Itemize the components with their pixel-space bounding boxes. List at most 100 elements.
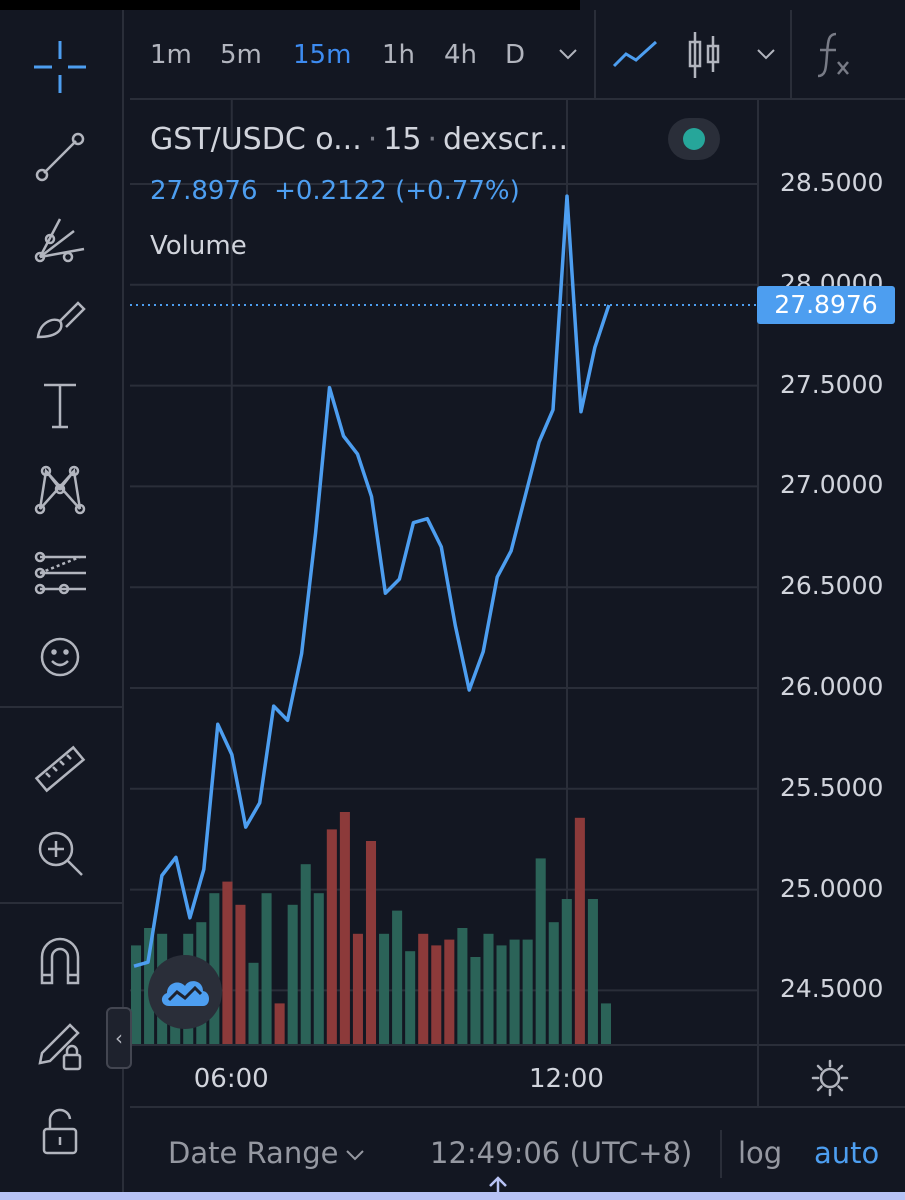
price-tick-label: 26.0000 xyxy=(780,672,884,701)
clock-display[interactable]: 12:49:06 (UTC+8) xyxy=(430,1136,693,1170)
price-tick-label: 24.5000 xyxy=(780,974,884,1004)
forecast-tool[interactable] xyxy=(20,538,100,608)
chevron-down-icon[interactable] xyxy=(344,1148,366,1162)
volume-bar xyxy=(131,945,142,1044)
top-toolbar: 1m 5m 15m 1h 4h D xyxy=(130,10,905,98)
pitchfork-icon xyxy=(34,218,85,263)
fib-tool[interactable] xyxy=(20,204,100,274)
bottom-bar: Date Range 12:49:06 (UTC+8) log auto xyxy=(130,1106,905,1200)
timeframe-D[interactable]: D xyxy=(505,40,526,70)
volume-bar xyxy=(431,945,442,1044)
volume-bar xyxy=(600,1003,611,1044)
timeframe-4h[interactable]: 4h xyxy=(444,40,478,70)
volume-bar xyxy=(235,904,246,1044)
volume-bar xyxy=(574,817,585,1044)
price-change: +0.2122 xyxy=(274,176,387,206)
symbol-legend[interactable]: GST/USDC o... · 15 · dexscr... xyxy=(150,122,568,157)
symbol-name: GST/USDC o... xyxy=(150,122,362,157)
volume-bar xyxy=(405,951,416,1044)
volume-bar xyxy=(300,864,311,1044)
volume-bar xyxy=(392,910,403,1044)
volume-legend[interactable]: Volume xyxy=(150,231,247,261)
candlestick-icon[interactable] xyxy=(686,30,722,80)
last-price: 27.8976 xyxy=(150,176,258,206)
bottom-separator xyxy=(720,1130,722,1178)
trend-line-tool[interactable] xyxy=(20,122,100,192)
emoji-tool[interactable] xyxy=(20,622,100,692)
timeframe-15m[interactable]: 15m xyxy=(293,40,352,70)
price-change-pct: (+0.77%) xyxy=(395,176,520,206)
price-tick-label: 28.5000 xyxy=(780,168,884,197)
volume-bar xyxy=(274,1003,285,1044)
volume-bar xyxy=(313,893,324,1044)
bottom-bar-border xyxy=(130,1106,905,1108)
topbar-separator xyxy=(790,10,792,98)
volume-bar xyxy=(222,881,233,1044)
forecast-icon xyxy=(34,551,86,595)
crosshair-tool[interactable] xyxy=(20,32,100,102)
chevron-down-icon[interactable] xyxy=(754,46,778,62)
topbar-separator xyxy=(594,10,596,98)
toolbar-separator xyxy=(0,706,122,708)
volume-bar xyxy=(522,939,533,1044)
date-range-button[interactable]: Date Range xyxy=(168,1136,339,1170)
unlock-tool[interactable] xyxy=(20,1096,100,1166)
zoom-in-icon xyxy=(38,831,83,876)
price-series-line xyxy=(133,194,611,968)
zoom-tool[interactable] xyxy=(20,818,100,888)
pattern-tool[interactable] xyxy=(20,454,100,524)
measure-tool[interactable] xyxy=(20,734,100,804)
volume-bar xyxy=(339,812,350,1044)
indicators-fx-icon[interactable] xyxy=(814,30,854,80)
price-tick-label: 25.0000 xyxy=(780,873,884,903)
brush-tool[interactable] xyxy=(20,286,100,356)
price-line xyxy=(130,194,757,968)
collapse-toolbar-button[interactable]: ‹ xyxy=(106,1007,132,1069)
volume-bar xyxy=(261,893,272,1044)
magnet-tool[interactable] xyxy=(20,926,100,996)
tradingview-logo[interactable] xyxy=(148,955,222,1029)
settings-gear-icon[interactable] xyxy=(810,1058,850,1098)
chevron-down-icon[interactable] xyxy=(556,46,580,62)
cloud-logo-icon xyxy=(161,981,209,1006)
log-scale-toggle[interactable]: log xyxy=(738,1136,783,1170)
volume-bar xyxy=(287,904,298,1044)
volume-bar xyxy=(248,962,259,1044)
time-axis-border xyxy=(130,1044,905,1046)
volume-bar xyxy=(548,922,559,1044)
volume-bar xyxy=(470,957,481,1044)
bottom-accent-bar xyxy=(0,1192,905,1200)
toolbar-separator xyxy=(0,902,122,904)
volume-bar xyxy=(444,939,455,1044)
volume-bar xyxy=(352,933,363,1044)
volume-bar xyxy=(457,928,468,1044)
auto-scale-toggle[interactable]: auto xyxy=(814,1136,880,1170)
text-tool[interactable] xyxy=(20,370,100,440)
price-axis-border xyxy=(757,98,759,1108)
magnet-icon xyxy=(40,937,80,985)
top-strip xyxy=(0,0,580,10)
volume-bar xyxy=(587,899,598,1044)
volume-bar xyxy=(326,829,337,1044)
drawing-toolbar xyxy=(0,10,122,1200)
pattern-icon xyxy=(34,465,86,515)
unlock-icon xyxy=(42,1108,78,1155)
price-tick-label: 26.5000 xyxy=(780,571,884,601)
market-status-indicator[interactable] xyxy=(668,118,720,160)
volume-bar xyxy=(418,933,429,1044)
timeframe-1h[interactable]: 1h xyxy=(382,40,416,70)
timeframe-1m[interactable]: 1m xyxy=(150,40,192,70)
volume-bar xyxy=(561,899,572,1044)
symbol-source: dexscr... xyxy=(443,122,569,157)
price-tick-label: 27.5000 xyxy=(780,369,884,399)
trend-line-icon xyxy=(35,132,85,182)
timeframe-5m[interactable]: 5m xyxy=(220,40,262,70)
toolbar-border xyxy=(122,10,124,1200)
lock-drawings-tool[interactable] xyxy=(20,1010,100,1080)
volume-bar xyxy=(535,858,546,1044)
ruler-icon xyxy=(34,745,86,793)
price-legend: 27.8976 +0.2122 (+0.77%) xyxy=(150,176,520,206)
price-tick-label: 25.5000 xyxy=(780,772,884,802)
volume-bar xyxy=(509,939,520,1044)
line-chart-icon[interactable] xyxy=(612,36,658,76)
